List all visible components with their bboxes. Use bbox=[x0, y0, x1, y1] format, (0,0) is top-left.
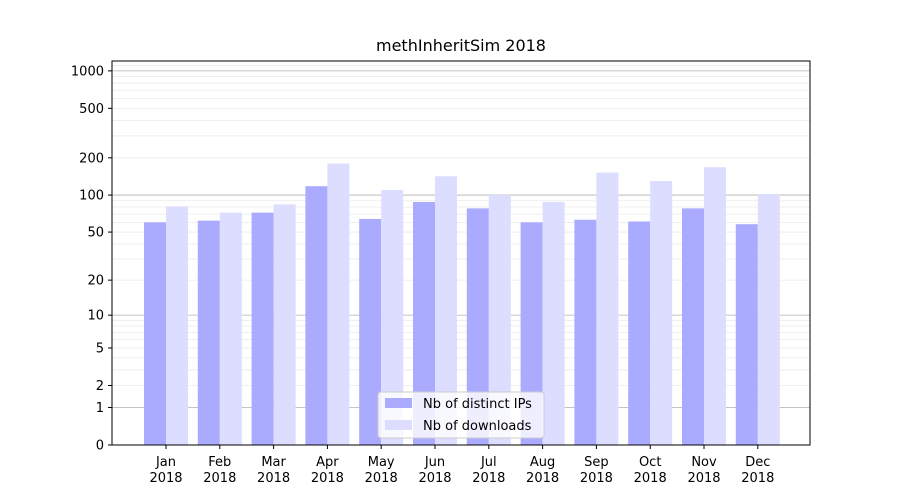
bar-distinct-ips bbox=[682, 208, 704, 445]
legend-swatch-distinct-ips bbox=[385, 398, 412, 408]
bar-distinct-ips bbox=[197, 220, 220, 445]
bar-downloads bbox=[273, 204, 296, 445]
bar-distinct-ips bbox=[735, 224, 758, 445]
x-tick-label-month: Oct bbox=[639, 455, 661, 470]
x-tick-label-month: Jul bbox=[480, 455, 497, 470]
y-tick-label: 0 bbox=[96, 439, 104, 454]
bar-downloads bbox=[488, 195, 511, 445]
bar-downloads bbox=[542, 201, 565, 445]
x-tick-label-year: 2018 bbox=[634, 471, 667, 486]
x-tick-label-year: 2018 bbox=[687, 471, 720, 486]
bar-downloads bbox=[381, 189, 404, 445]
bar-distinct-ips bbox=[628, 221, 651, 445]
bars bbox=[144, 163, 780, 446]
bar-distinct-ips bbox=[520, 222, 543, 445]
y-tick-label: 1 bbox=[96, 401, 104, 416]
y-tick-label: 5 bbox=[96, 341, 104, 356]
y-tick-label: 100 bbox=[79, 189, 104, 204]
x-tick-label-month: Sep bbox=[584, 455, 609, 470]
bar-downloads bbox=[650, 180, 673, 446]
x-tick-label-month: Aug bbox=[530, 455, 555, 470]
x-axis: Jan2018Feb2018Mar2018Apr2018May2018Jun20… bbox=[149, 445, 774, 486]
bar-distinct-ips bbox=[359, 218, 382, 445]
y-tick-label: 200 bbox=[79, 151, 104, 166]
x-tick-label-month: May bbox=[368, 455, 395, 470]
x-tick-label-year: 2018 bbox=[418, 471, 451, 486]
legend: Nb of distinct IPs Nb of downloads bbox=[377, 391, 545, 439]
y-tick-label: 20 bbox=[87, 274, 104, 289]
x-tick-label-year: 2018 bbox=[741, 471, 774, 486]
bar-downloads bbox=[435, 176, 457, 445]
bar-downloads bbox=[757, 194, 780, 445]
y-tick-label: 10 bbox=[87, 309, 104, 324]
bar-downloads bbox=[219, 212, 242, 445]
x-tick-label-month: Mar bbox=[261, 455, 286, 470]
y-tick-label: 2 bbox=[96, 379, 104, 394]
bar-distinct-ips bbox=[466, 208, 489, 445]
x-tick-label-year: 2018 bbox=[149, 471, 182, 486]
x-tick-label-year: 2018 bbox=[580, 471, 613, 486]
y-tick-label: 50 bbox=[87, 226, 104, 241]
legend-swatch-downloads bbox=[385, 420, 412, 430]
legend-box bbox=[377, 391, 545, 439]
bar-downloads bbox=[166, 206, 188, 445]
x-tick-label-year: 2018 bbox=[311, 471, 344, 486]
legend-label-downloads: Nb of downloads bbox=[423, 419, 532, 434]
y-tick-label: 500 bbox=[79, 102, 104, 117]
bar-downloads bbox=[596, 172, 619, 446]
legend-label-distinct-ips: Nb of distinct IPs bbox=[423, 397, 532, 412]
bar-downloads bbox=[327, 163, 350, 445]
x-tick-label-month: Jan bbox=[155, 455, 176, 470]
bar-distinct-ips bbox=[144, 222, 166, 445]
bar-distinct-ips bbox=[305, 186, 328, 445]
bar-distinct-ips bbox=[413, 201, 435, 445]
x-tick-label-year: 2018 bbox=[526, 471, 559, 486]
x-tick-label-month: Feb bbox=[208, 455, 231, 470]
x-tick-label-year: 2018 bbox=[472, 471, 505, 486]
x-tick-label-month: Apr bbox=[316, 455, 339, 470]
x-tick-label-year: 2018 bbox=[365, 471, 398, 486]
y-axis: 0 1 2 5 10 20 50 100 200 500 1000 bbox=[71, 64, 112, 454]
x-tick-label-month: Dec bbox=[745, 455, 770, 470]
bar-downloads bbox=[704, 167, 726, 445]
x-tick-label-month: Jun bbox=[424, 455, 445, 470]
x-tick-label-year: 2018 bbox=[203, 471, 236, 486]
bar-distinct-ips bbox=[251, 212, 274, 445]
bar-distinct-ips bbox=[574, 219, 597, 445]
y-tick-label: 1000 bbox=[71, 64, 104, 79]
plot-frame bbox=[111, 60, 811, 446]
x-tick-label-month: Nov bbox=[691, 455, 717, 470]
x-tick-label-year: 2018 bbox=[257, 471, 290, 486]
chart-title: methInheritSim 2018 bbox=[376, 36, 546, 55]
